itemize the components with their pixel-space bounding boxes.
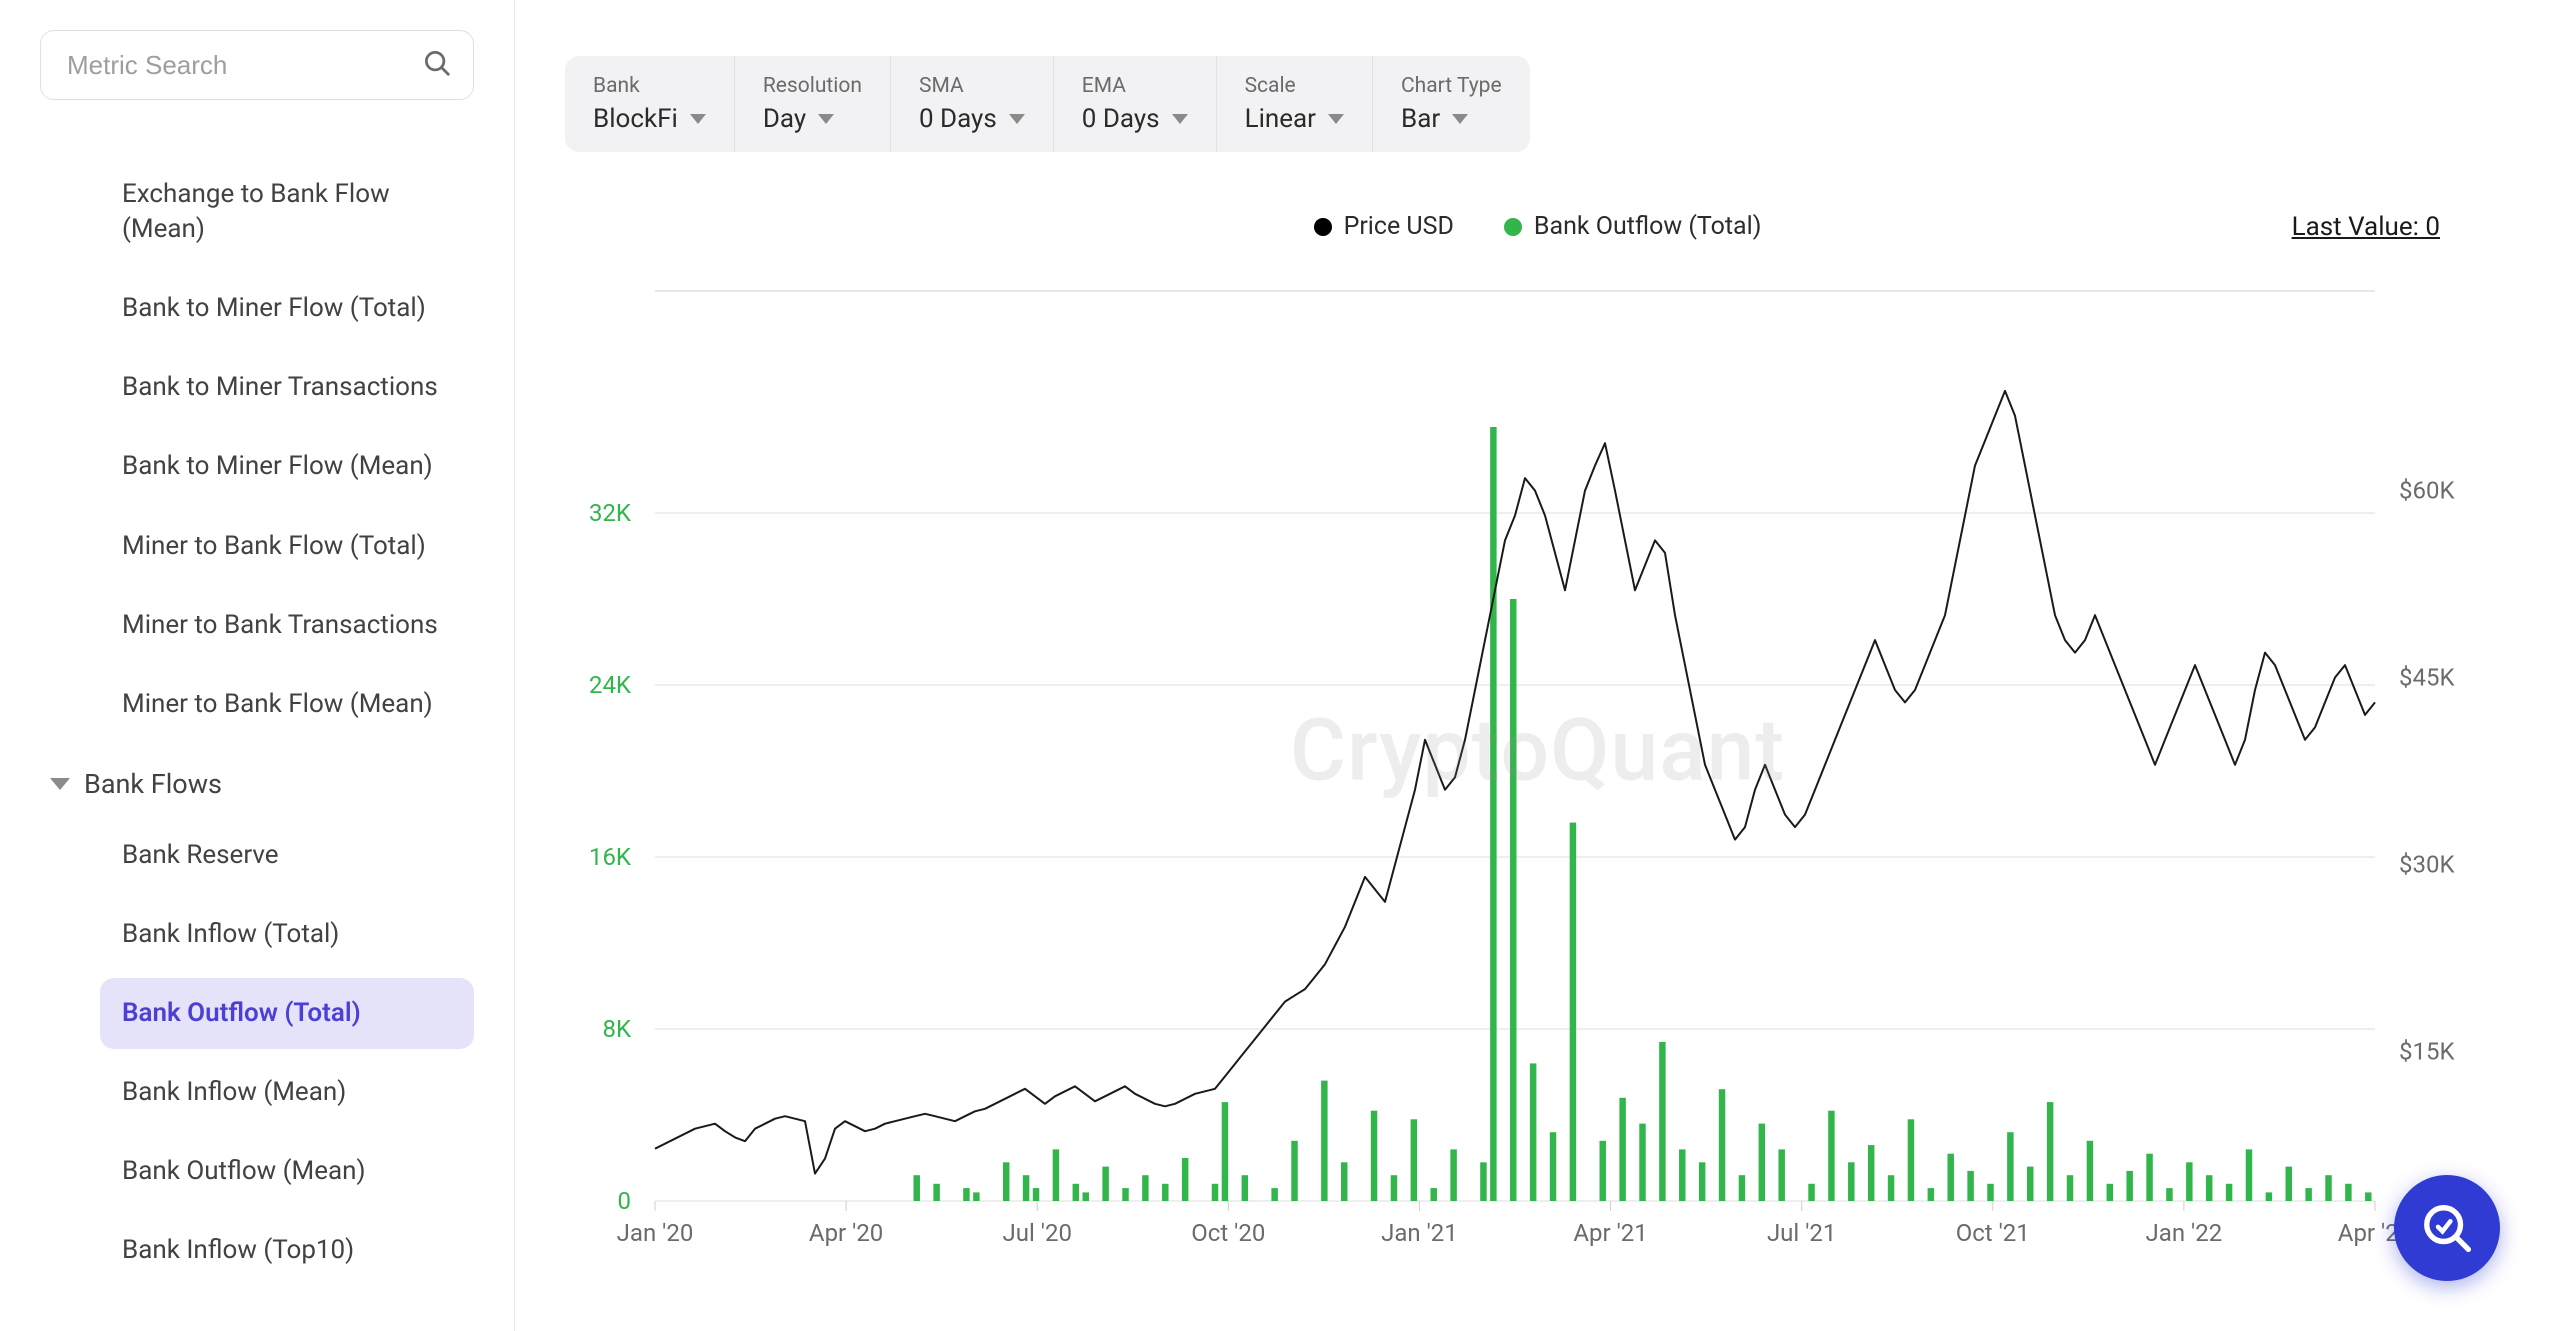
- svg-text:$30K: $30K: [2399, 850, 2455, 878]
- chart[interactable]: 0 8K 16K 24K 32K $15K $30K $45K $60K Jan '20 Apr '…: [565, 281, 2475, 1301]
- main: Bank BlockFi Resolution Day SMA 0 Days EMA 0 Da…: [515, 0, 2560, 1331]
- toolbar-label: EMA: [1082, 74, 1188, 98]
- sidebar-item[interactable]: Bank Reserve: [100, 820, 474, 891]
- svg-text:Apr '20: Apr '20: [809, 1219, 883, 1247]
- help-fab[interactable]: [2394, 1175, 2500, 1281]
- svg-text:Jul '21: Jul '21: [1767, 1219, 1836, 1247]
- toolbar-sma[interactable]: SMA 0 Days: [891, 56, 1054, 152]
- toolbar-value: Day: [763, 104, 806, 134]
- chevron-down-icon: [818, 114, 834, 124]
- sidebar-section-bank-flows[interactable]: Bank Flows: [40, 748, 474, 820]
- toolbar-label: SMA: [919, 74, 1025, 98]
- chevron-down-icon: [1452, 114, 1468, 124]
- sidebar-item[interactable]: Bank to Miner Flow (Total): [100, 273, 474, 344]
- svg-text:Jan '21: Jan '21: [1381, 1219, 1458, 1247]
- svg-text:Jan '20: Jan '20: [617, 1219, 694, 1247]
- chart-toolbar: Bank BlockFi Resolution Day SMA 0 Days EMA 0 Da…: [565, 56, 1530, 152]
- section-title: Bank Flows: [84, 768, 222, 800]
- chevron-down-icon: [690, 114, 706, 124]
- legend-dot-outflow: [1504, 218, 1522, 236]
- legend-outflow[interactable]: Bank Outflow (Total): [1504, 212, 1762, 241]
- toolbar-scale[interactable]: Scale Linear: [1217, 56, 1373, 152]
- sidebar-item[interactable]: Bank to Miner Transactions: [100, 352, 474, 423]
- toolbar-bank[interactable]: Bank BlockFi: [565, 56, 735, 152]
- sidebar: Transactions Exchange to Bank Flow (Mean)…: [0, 0, 515, 1331]
- svg-text:32K: 32K: [589, 499, 632, 527]
- toolbar-label: Bank: [593, 74, 706, 98]
- sidebar-item[interactable]: Bank Outflow (Top10): [100, 1294, 474, 1311]
- legend-items: Price USD Bank Outflow (Total): [1314, 212, 1762, 241]
- toolbar-ema[interactable]: EMA 0 Days: [1054, 56, 1217, 152]
- sidebar-item[interactable]: Miner to Bank Flow (Mean): [100, 669, 474, 740]
- svg-text:24K: 24K: [589, 671, 632, 699]
- toolbar-label: Chart Type: [1401, 74, 1502, 98]
- svg-text:Jul '20: Jul '20: [1003, 1219, 1072, 1247]
- toolbar-value: 0 Days: [1082, 104, 1160, 134]
- sidebar-item[interactable]: Miner to Bank Flow (Total): [100, 511, 474, 582]
- chevron-down-icon: [1328, 114, 1344, 124]
- toolbar-value: Linear: [1245, 104, 1316, 134]
- sidebar-item[interactable]: Transactions: [100, 124, 474, 151]
- toolbar-value: 0 Days: [919, 104, 997, 134]
- search-input[interactable]: [40, 30, 474, 100]
- svg-text:Apr '21: Apr '21: [1573, 1219, 1647, 1247]
- chart-container: 0 8K 16K 24K 32K $15K $30K $45K $60K Jan '20 Apr '…: [565, 281, 2510, 1301]
- legend-dot-price: [1314, 218, 1332, 236]
- chevron-down-icon: [1009, 114, 1025, 124]
- search-icon[interactable]: [422, 48, 452, 82]
- zoom-search-icon: [2420, 1201, 2474, 1255]
- toolbar-resolution[interactable]: Resolution Day: [735, 56, 891, 152]
- svg-text:Oct '21: Oct '21: [1956, 1219, 2030, 1247]
- toolbar-label: Resolution: [763, 74, 862, 98]
- legend-label-price: Price USD: [1344, 212, 1454, 241]
- toolbar-label: Scale: [1245, 74, 1344, 98]
- sidebar-item[interactable]: Bank Outflow (Mean): [100, 1136, 474, 1207]
- svg-text:$15K: $15K: [2399, 1037, 2455, 1065]
- toolbar-value: BlockFi: [593, 104, 678, 134]
- sidebar-item[interactable]: Bank Inflow (Mean): [100, 1057, 474, 1128]
- sidebar-item[interactable]: Bank Inflow (Top10): [100, 1215, 474, 1286]
- svg-text:8K: 8K: [602, 1015, 631, 1043]
- search-container: [40, 30, 474, 100]
- legend-label-outflow: Bank Outflow (Total): [1534, 212, 1762, 241]
- last-value[interactable]: Last Value: 0: [2292, 212, 2440, 242]
- chevron-down-icon: [1172, 114, 1188, 124]
- svg-text:0: 0: [618, 1187, 632, 1215]
- sidebar-item[interactable]: Bank Inflow (Total): [100, 899, 474, 970]
- svg-text:$45K: $45K: [2399, 664, 2455, 692]
- svg-text:16K: 16K: [589, 843, 632, 871]
- legend-row: Price USD Bank Outflow (Total) Last Valu…: [565, 212, 2510, 241]
- svg-text:Jan '22: Jan '22: [2146, 1219, 2223, 1247]
- svg-text:$60K: $60K: [2399, 477, 2455, 505]
- svg-text:Oct '20: Oct '20: [1191, 1219, 1265, 1247]
- sidebar-item[interactable]: Exchange to Bank Flow (Mean): [100, 159, 474, 265]
- sidebar-item-active[interactable]: Bank Outflow (Total): [100, 978, 474, 1049]
- sidebar-item[interactable]: Bank to Miner Flow (Mean): [100, 431, 474, 502]
- sidebar-item[interactable]: Miner to Bank Transactions: [100, 590, 474, 661]
- chevron-down-icon: [50, 778, 70, 790]
- toolbar-chart-type[interactable]: Chart Type Bar: [1373, 56, 1530, 152]
- toolbar-value: Bar: [1401, 104, 1440, 134]
- legend-price[interactable]: Price USD: [1314, 212, 1454, 241]
- sidebar-list: Transactions Exchange to Bank Flow (Mean)…: [40, 124, 474, 1311]
